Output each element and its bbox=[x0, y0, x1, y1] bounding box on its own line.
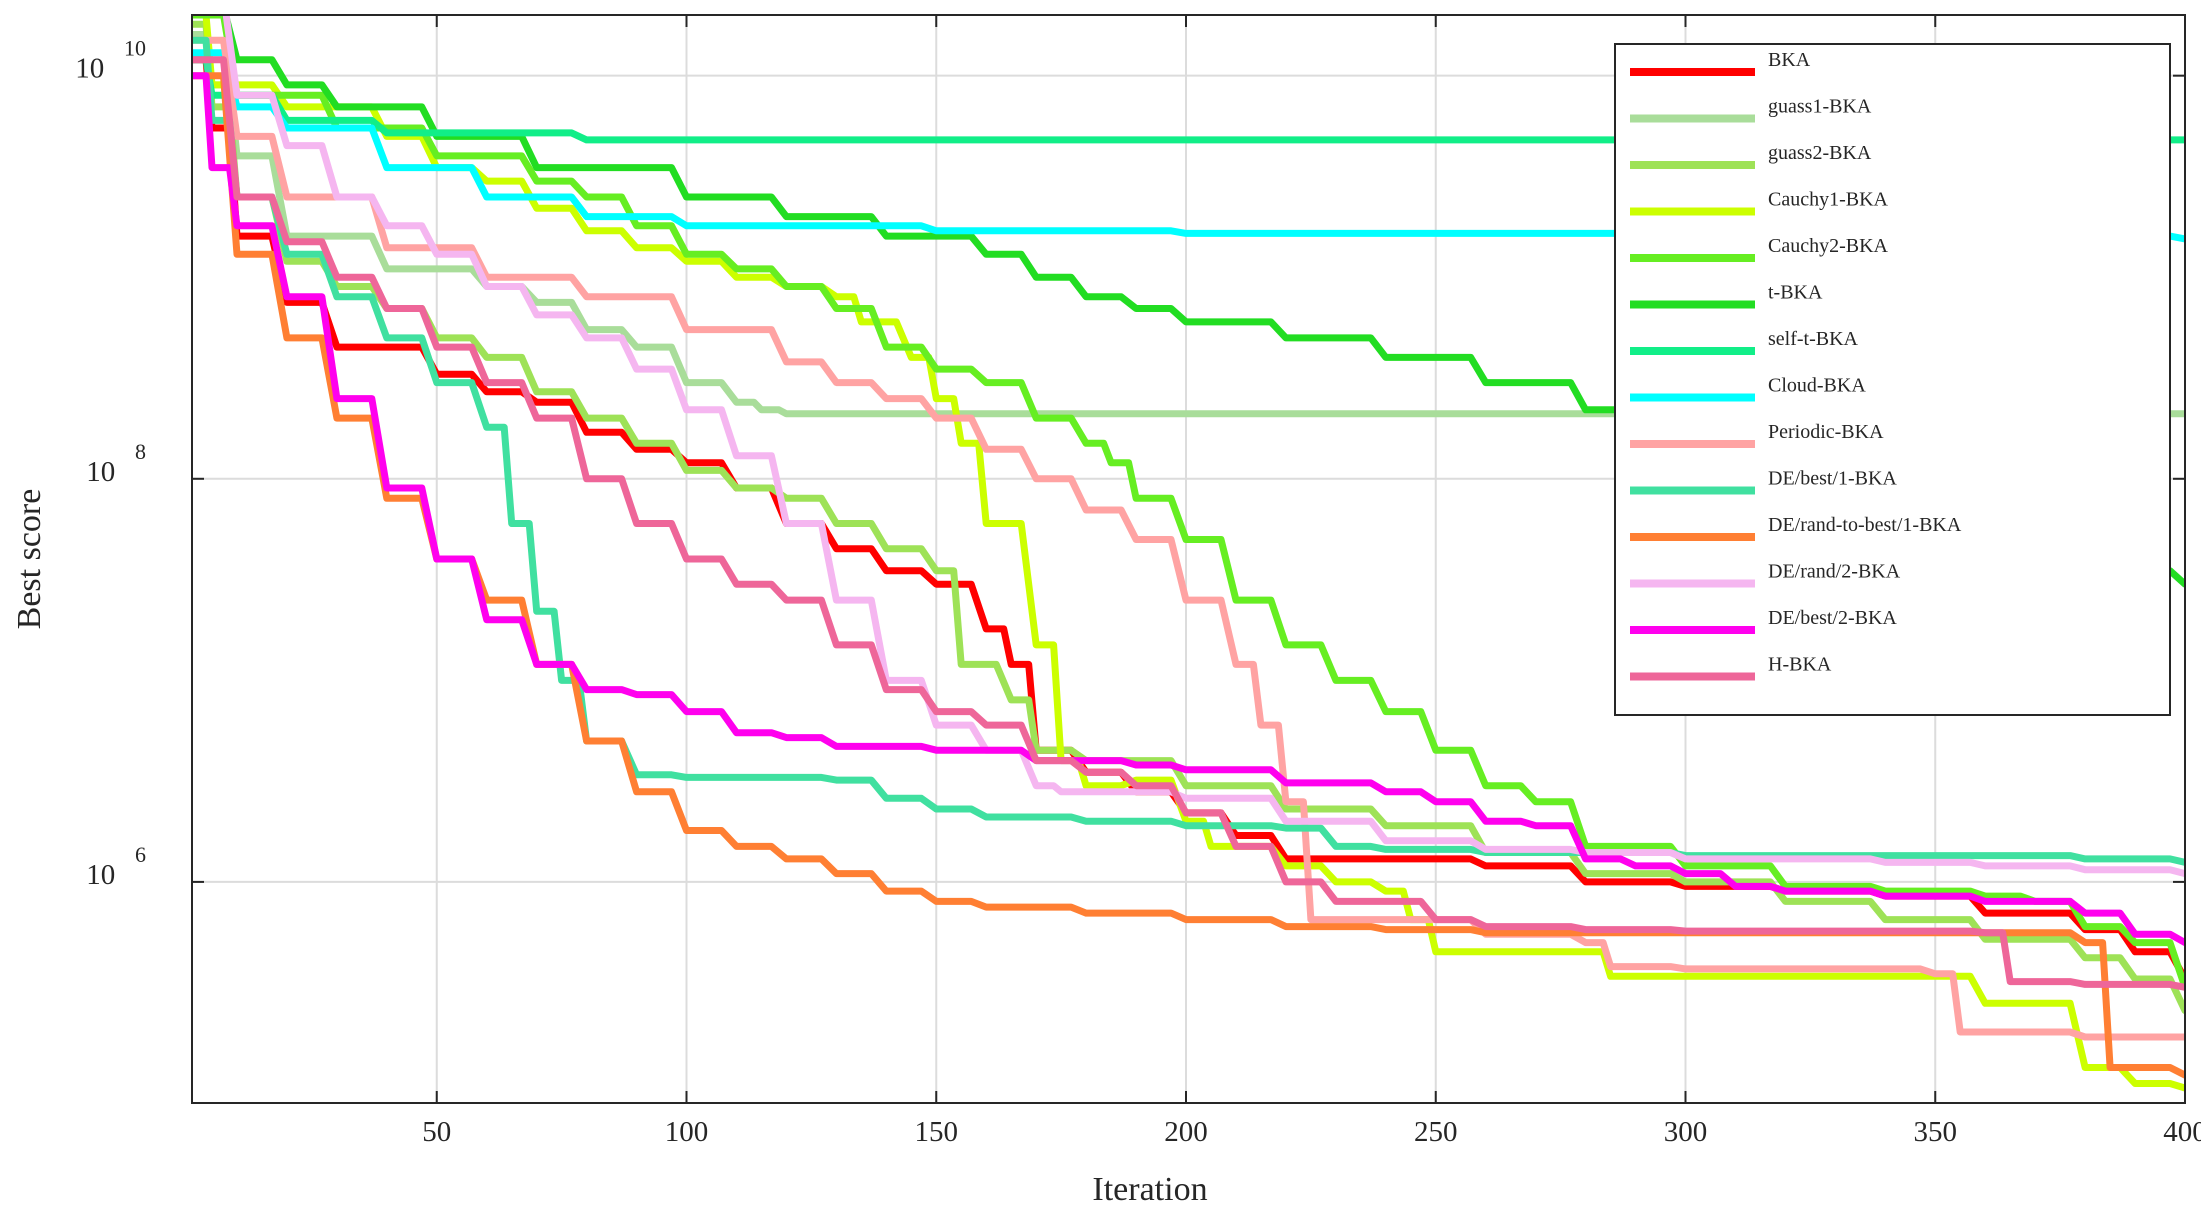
legend-entry: BKA bbox=[1768, 49, 1811, 71]
series-line-10 bbox=[192, 36, 2185, 866]
legend-entry: Cauchy2-BKA bbox=[1768, 235, 1889, 257]
legend-entry: H-BKA bbox=[1768, 654, 1832, 676]
legend-entry: DE/rand-to-best/1-BKA bbox=[1768, 514, 1962, 536]
series-line-5 bbox=[192, 15, 2185, 991]
x-tick-label: 300 bbox=[1664, 1116, 1708, 1148]
x-axis-ticks: 50 100 150 200 250 300 350 400 bbox=[422, 15, 2201, 1148]
x-tick-label: 400 bbox=[2163, 1116, 2201, 1148]
x-tick-label: 350 bbox=[1914, 1116, 1958, 1148]
legend: BKA guass1-BKA guass2-BKA Cauchy1-BKA Cauchy… bbox=[1614, 43, 2171, 716]
legend-entry: guass1-BKA bbox=[1768, 96, 1872, 118]
legend-entry: DE/rand/2-BKA bbox=[1768, 561, 1901, 583]
y-tick-label: 10 8 bbox=[86, 439, 146, 488]
x-tick-label: 50 bbox=[422, 1116, 451, 1148]
x-tick-label: 150 bbox=[915, 1116, 959, 1148]
plot-frame bbox=[191, 14, 2186, 1104]
series-line-14 bbox=[192, 56, 2185, 991]
series-line-4 bbox=[192, 15, 2185, 1092]
legend-entry: DE/best/1-BKA bbox=[1768, 468, 1897, 490]
legend-entry: guass2-BKA bbox=[1768, 142, 1872, 164]
y-axis-label: Best score bbox=[11, 489, 48, 630]
legend-entry: Periodic-BKA bbox=[1768, 421, 1884, 443]
y-tick-label: 10 10 bbox=[75, 36, 146, 85]
x-tick-label: 100 bbox=[665, 1116, 709, 1148]
series-line-13 bbox=[192, 72, 2185, 947]
series-line-9 bbox=[192, 36, 2185, 1041]
legend-entry: self-t-BKA bbox=[1768, 328, 1859, 350]
y-tick-label: 10 6 bbox=[86, 842, 146, 891]
legend-entry: Cloud-BKA bbox=[1768, 375, 1866, 397]
x-tick-label: 200 bbox=[1164, 1116, 1208, 1148]
legend-entry: t-BKA bbox=[1768, 282, 1823, 304]
x-tick-label: 250 bbox=[1414, 1116, 1458, 1148]
series-line-2 bbox=[192, 31, 2185, 418]
legend-entry: DE/best/2-BKA bbox=[1768, 607, 1897, 629]
x-axis-label: Iteration bbox=[1092, 1171, 1207, 1208]
legend-entry: Cauchy1-BKA bbox=[1768, 189, 1889, 211]
legend-box bbox=[1614, 43, 2171, 716]
series-lines bbox=[192, 15, 2185, 1092]
